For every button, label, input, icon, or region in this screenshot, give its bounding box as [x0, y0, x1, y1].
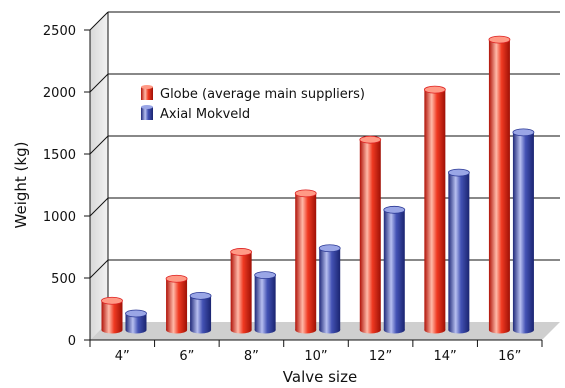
bar-globe — [423, 85, 446, 334]
bars — [101, 35, 535, 334]
bar-globe — [101, 296, 123, 334]
bar-globe — [359, 135, 382, 334]
x-axis-label: Valve size — [283, 368, 357, 386]
x-tick-labels: 4” 6” 8” 10” 12” 14” 16” — [89, 340, 543, 364]
legend-item-globe: Globe (average main suppliers) — [141, 85, 365, 102]
x-tick-label: 14” — [434, 349, 457, 364]
gridline-diagonal — [89, 73, 109, 93]
y-tick-label: 2000 — [43, 86, 76, 101]
bar-axial — [254, 271, 277, 334]
gridline-diagonal — [89, 197, 109, 217]
x-tick-label: 6” — [179, 349, 194, 364]
x-tick-label: 10” — [304, 349, 327, 364]
gridline-diagonal — [89, 11, 109, 31]
legend-label: Axial Mokveld — [160, 107, 250, 122]
y-tick-label: 500 — [51, 272, 76, 287]
y-axis-label: Weight (kg) — [12, 142, 30, 229]
bar-axial — [125, 309, 147, 334]
bar-axial — [318, 244, 341, 334]
x-tick-label: 8” — [244, 349, 259, 364]
gridline-diagonal — [89, 135, 109, 155]
legend-swatch — [141, 87, 153, 100]
plot-side-wall — [90, 12, 108, 340]
bar-globe — [230, 248, 253, 334]
bar-axial — [512, 128, 535, 334]
bar-axial — [447, 168, 470, 334]
x-tick-label: 12” — [369, 349, 392, 364]
bar-globe — [294, 189, 317, 334]
legend: Globe (average main suppliers) Axial Mokv… — [141, 85, 365, 122]
legend-swatch — [141, 107, 153, 120]
bar-axial — [189, 291, 212, 334]
legend-item-axial: Axial Mokveld — [141, 105, 250, 122]
y-tick-label: 1000 — [43, 210, 76, 225]
x-tick-label: 4” — [115, 349, 130, 364]
y-tick-label: 0 — [68, 334, 76, 349]
bar-axial — [383, 205, 406, 334]
bar-globe — [165, 274, 188, 334]
y-tick-label: 2500 — [43, 24, 76, 39]
y-tick-label: 1500 — [43, 148, 76, 163]
x-tick-label: 16” — [498, 349, 521, 364]
y-tick-labels: 0 500 1000 1500 2000 2500 — [43, 24, 90, 349]
gridline-diagonal — [89, 259, 109, 279]
bar-globe — [488, 35, 511, 334]
legend-label: Globe (average main suppliers) — [160, 87, 365, 102]
